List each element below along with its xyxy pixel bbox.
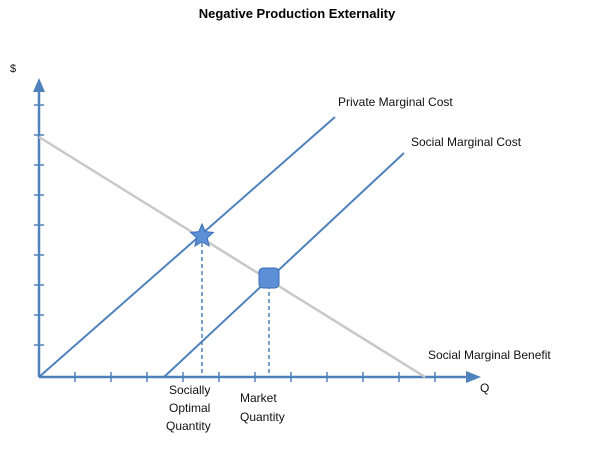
rounded-square-icon bbox=[258, 267, 280, 289]
x-axis-arrow bbox=[466, 371, 481, 383]
y-axis-label: $ bbox=[10, 63, 17, 75]
y-axis-arrow bbox=[33, 78, 45, 92]
y-ticks bbox=[34, 104, 44, 346]
social-mb-label: Social Marginal Benefit bbox=[428, 348, 551, 362]
social-marginal-cost-curve bbox=[163, 152, 405, 378]
socially-optimal-quantity-label: Socially Optimal Quantity bbox=[166, 383, 211, 433]
private-marginal-cost-curve bbox=[38, 116, 336, 378]
chart-title: Negative Production Externality bbox=[198, 6, 396, 21]
social-marginal-benefit-curve bbox=[38, 135, 426, 379]
star-icon bbox=[189, 222, 215, 248]
market-quantity-label: Market Quantity bbox=[240, 391, 285, 424]
private-mc-label: Private Marginal Cost bbox=[338, 95, 453, 109]
x-ticks bbox=[74, 372, 436, 382]
social-mc-label: Social Marginal Cost bbox=[411, 135, 522, 149]
x-axis-label: Q bbox=[480, 381, 490, 395]
